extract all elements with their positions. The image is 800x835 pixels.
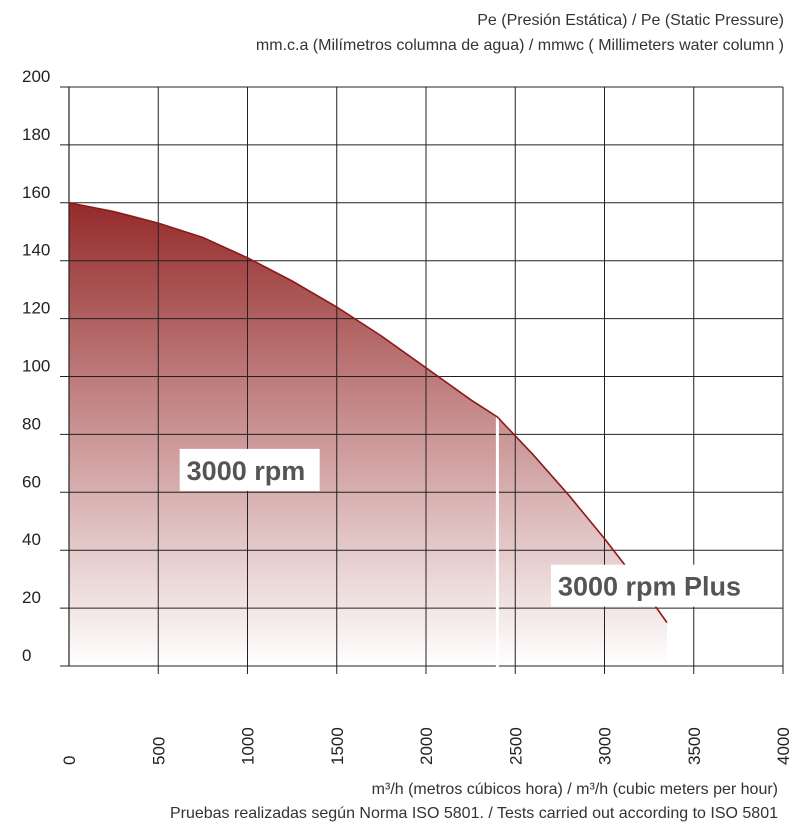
x-tick-label: 3500: [685, 727, 704, 765]
x-tick-label: 2000: [417, 727, 436, 765]
y-tick-label: 100: [22, 357, 50, 376]
y-tick-label: 0: [22, 646, 31, 665]
series-label: 3000 rpm: [187, 456, 306, 486]
y-tick-label: 40: [22, 530, 41, 549]
test-standard-note: Pruebas realizadas según Norma ISO 5801.…: [169, 805, 778, 822]
curve-layer: [68, 202, 668, 624]
performance-curve-line: [68, 202, 668, 624]
x-axis-label: m³/h (metros cúbicos hora) / m³/h (cubic…: [371, 781, 778, 798]
y-tick-label: 180: [22, 125, 50, 144]
series-label: 3000 rpm Plus: [558, 572, 741, 602]
y-tick-label: 80: [22, 414, 41, 433]
grid-layer: [60, 86, 784, 674]
x-tick-label: 4000: [774, 727, 793, 765]
y-tick-label: 60: [22, 472, 41, 491]
y-tick-label: 120: [22, 299, 50, 318]
x-tick-label: 0: [60, 756, 79, 765]
y-tick-label: 20: [22, 588, 41, 607]
y-tick-label: 140: [22, 241, 50, 260]
x-tick-label: 1500: [328, 727, 347, 765]
x-tick-label: 1000: [239, 727, 258, 765]
series-label-box: [550, 564, 743, 607]
x-tick-label: 500: [149, 737, 168, 765]
label-layer: 3000 rpm 3000 rpm Plus: [179, 448, 743, 607]
chart-subtitle-units: mm.c.a (Milímetros columna de agua) / mm…: [255, 37, 784, 54]
y-tick-label: 160: [22, 183, 50, 202]
x-tick-label: 3000: [596, 727, 615, 765]
x-tick-label: 2500: [506, 727, 525, 765]
chart-title-spanish-english: Pe (Presión Estática) / Pe (Static Press…: [477, 12, 784, 29]
series-label-box: [179, 448, 320, 491]
y-tick-label: 200: [22, 67, 50, 86]
